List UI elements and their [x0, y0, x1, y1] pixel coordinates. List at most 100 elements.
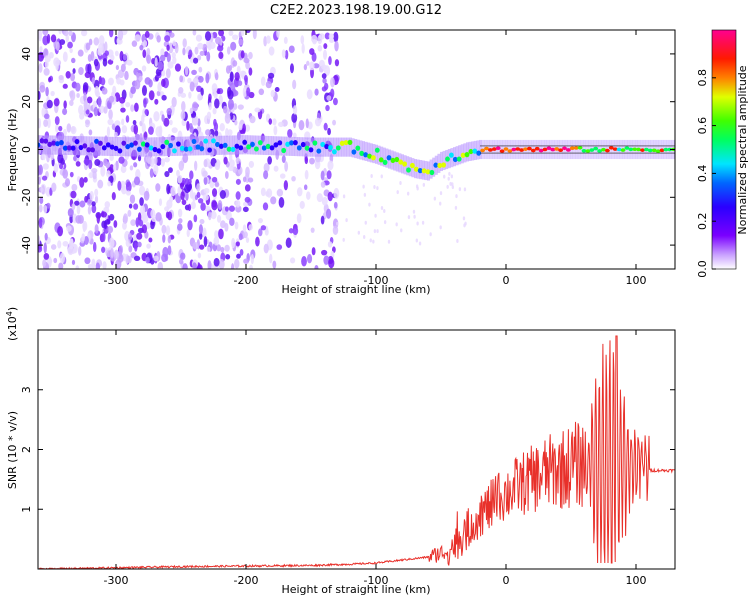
- colorbar: 0.0 0.2 0.4 0.6 0.8 Normalized spectral ampl…: [696, 29, 749, 278]
- noise-cell: [102, 231, 106, 243]
- noise-cell: [291, 175, 296, 182]
- noise-cell: [44, 232, 48, 241]
- noise-cell: [229, 217, 235, 226]
- noise-cell: [387, 239, 391, 244]
- noise-cell: [239, 70, 246, 78]
- colorbar-tick-label: 0.8: [696, 69, 709, 87]
- noise-cell: [107, 180, 111, 187]
- noise-cell: [412, 209, 416, 214]
- ridge-halo: [359, 140, 363, 160]
- noise-cell: [83, 236, 89, 245]
- noise-cell: [141, 224, 148, 234]
- ridge-cell: [78, 144, 84, 151]
- ridge-cell: [566, 148, 571, 152]
- noise-cell: [115, 259, 122, 269]
- ridge-cell: [234, 143, 240, 149]
- ridge-halo: [479, 139, 482, 160]
- noise-cell: [187, 77, 192, 84]
- noise-cell: [184, 184, 191, 194]
- ridge-cell: [530, 148, 536, 153]
- noise-cell: [120, 63, 126, 73]
- noise-cell: [116, 77, 122, 85]
- ridge-halo: [260, 135, 264, 155]
- noise-cell: [126, 255, 132, 264]
- ridge-halo: [120, 137, 124, 157]
- noise-cell: [124, 70, 129, 81]
- noise-cell: [197, 93, 203, 101]
- noise-cell: [327, 241, 333, 248]
- noise-cell: [244, 196, 251, 203]
- noise-cell: [186, 229, 190, 238]
- noise-cell: [141, 65, 147, 72]
- ridge-cell: [503, 147, 509, 151]
- ridge-cell: [507, 149, 513, 153]
- ridge-cell: [140, 141, 146, 147]
- noise-cell: [197, 198, 204, 204]
- snr-ylabel: SNR (10 * v/v): [6, 411, 19, 489]
- noise-cell: [76, 204, 81, 215]
- noise-cell: [189, 170, 194, 180]
- noise-cell: [213, 92, 218, 99]
- noise-cell: [248, 160, 255, 168]
- ridge-halo: [63, 135, 66, 155]
- noise-cell: [142, 214, 149, 224]
- noise-cell: [200, 87, 204, 96]
- snr-xlabel: Height of straight line (km): [281, 583, 430, 596]
- ridge-cell: [281, 147, 287, 154]
- noise-cell: [157, 61, 164, 71]
- noise-cell: [181, 101, 186, 112]
- noise-cell: [278, 197, 285, 208]
- noise-cell: [84, 195, 88, 203]
- noise-cell: [196, 191, 201, 199]
- noise-cell: [236, 65, 241, 75]
- ridge-cell: [589, 148, 595, 152]
- noise-cell: [62, 169, 69, 179]
- noise-cell: [314, 88, 319, 96]
- ridge-halo: [320, 137, 324, 157]
- noise-cell: [287, 128, 293, 138]
- noise-cell: [54, 116, 60, 126]
- noise-cell: [211, 188, 218, 197]
- noise-cell: [94, 224, 99, 234]
- ridge-cell: [581, 149, 587, 153]
- noise-cell: [462, 216, 466, 221]
- ridge-cell: [285, 141, 290, 147]
- noise-cell: [266, 188, 273, 198]
- noise-cell: [138, 75, 143, 82]
- noise-cell: [164, 170, 170, 178]
- noise-cell: [154, 57, 158, 67]
- ridge-halo: [315, 137, 319, 157]
- noise-cell: [144, 77, 151, 85]
- noise-cell: [38, 164, 43, 175]
- ridge-halo: [362, 141, 365, 161]
- noise-cell: [71, 259, 76, 265]
- ridge-halo: [346, 137, 350, 157]
- noise-cell: [165, 68, 171, 79]
- ridge-halo: [65, 135, 69, 155]
- noise-cell: [202, 43, 208, 52]
- noise-cell: [70, 72, 76, 82]
- ridge-cell: [335, 145, 341, 151]
- noise-cell: [156, 90, 161, 97]
- noise-cell: [145, 256, 150, 264]
- ridge-cell: [86, 147, 92, 153]
- noise-cell: [220, 246, 225, 253]
- noise-cell: [121, 125, 128, 134]
- noise-cell: [58, 125, 63, 132]
- noise-cell: [91, 204, 97, 214]
- noise-cell: [133, 102, 139, 112]
- noise-cell: [171, 52, 176, 59]
- noise-cell: [72, 68, 76, 74]
- noise-cell: [369, 238, 372, 243]
- ridge-cell: [402, 161, 407, 167]
- noise-cell: [97, 179, 104, 189]
- spectrogram-xtick-label: 100: [626, 274, 647, 287]
- noise-cell: [68, 30, 73, 37]
- ridge-cell: [296, 145, 302, 151]
- noise-cell: [65, 70, 71, 79]
- noise-cell: [317, 45, 323, 52]
- ridge-halo: [263, 135, 267, 155]
- noise-cell: [161, 69, 166, 77]
- noise-cell: [204, 205, 211, 212]
